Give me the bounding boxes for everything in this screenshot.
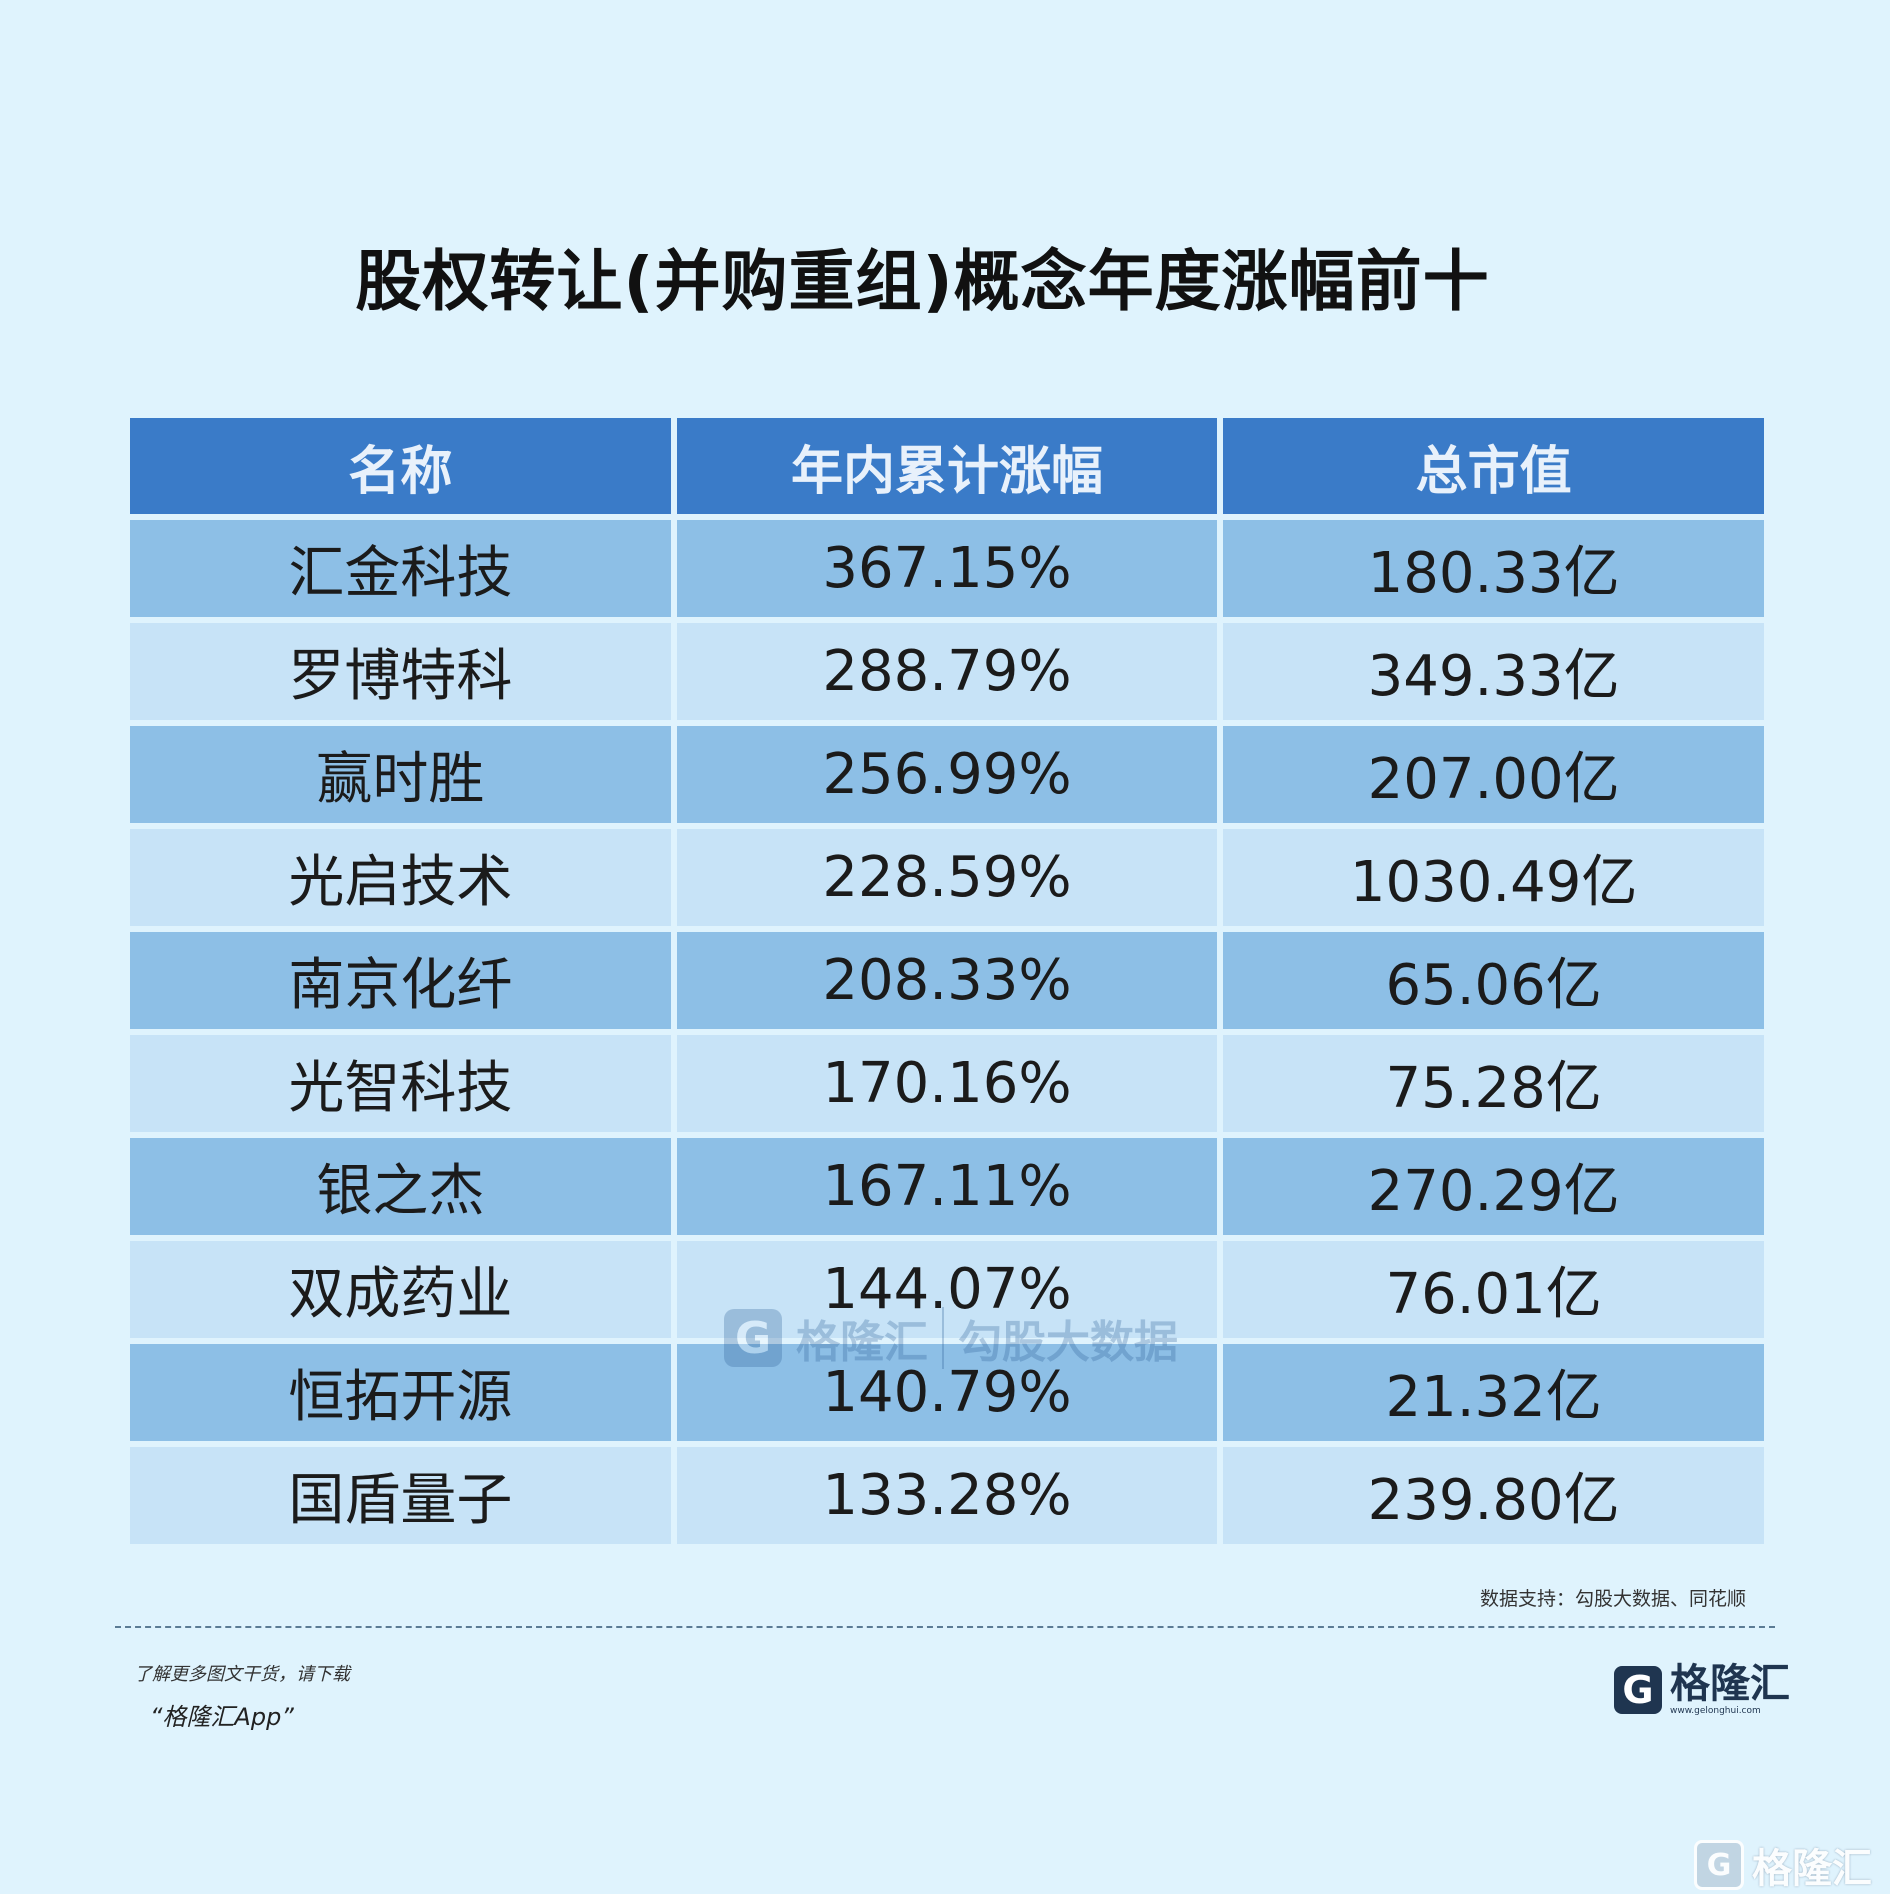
- brand-logo: G 格隆汇 www.gelonghui.com: [1614, 1664, 1790, 1716]
- cell-name: 南京化纤: [130, 932, 671, 1029]
- cell-name: 光启技术: [130, 829, 671, 926]
- cell-market-cap: 270.29亿: [1223, 1138, 1764, 1235]
- cell-market-cap: 75.28亿: [1223, 1035, 1764, 1132]
- footer-divider: [115, 1626, 1775, 1628]
- table-row: 双成药业 144.07% 76.01亿: [130, 1241, 1764, 1338]
- cell-market-cap: 21.32亿: [1223, 1344, 1764, 1441]
- cell-ytd-gain: 256.99%: [676, 726, 1218, 823]
- table-row: 恒拓开源 140.79% 21.32亿: [130, 1344, 1764, 1441]
- table-row: 国盾量子 133.28% 239.80亿: [130, 1447, 1764, 1544]
- cell-ytd-gain: 208.33%: [676, 932, 1218, 1029]
- cell-market-cap: 76.01亿: [1223, 1241, 1764, 1338]
- cell-market-cap: 349.33亿: [1223, 623, 1764, 720]
- watermark-separator: [942, 1307, 944, 1369]
- cell-market-cap: 180.33亿: [1223, 520, 1764, 617]
- watermark-brand: 格隆汇: [796, 1317, 928, 1368]
- cell-market-cap: 65.06亿: [1223, 932, 1764, 1029]
- gelonghui-g-icon: G: [724, 1309, 782, 1367]
- cell-name: 赢时胜: [130, 726, 671, 823]
- table-row: 光启技术 228.59% 1030.49亿: [130, 829, 1764, 926]
- cell-market-cap: 239.80亿: [1223, 1447, 1764, 1544]
- table-row: 光智科技 170.16% 75.28亿: [130, 1035, 1764, 1132]
- cell-name: 罗博特科: [130, 623, 671, 720]
- cell-name: 光智科技: [130, 1035, 671, 1132]
- watermark-partner: 勾股大数据: [958, 1317, 1178, 1368]
- cell-ytd-gain: 133.28%: [676, 1447, 1218, 1544]
- cell-name: 国盾量子: [130, 1447, 671, 1544]
- cell-ytd-gain: 288.79%: [676, 623, 1218, 720]
- table-row: 银之杰 167.11% 270.29亿: [130, 1138, 1764, 1235]
- cell-ytd-gain: 140.79%: [676, 1344, 1218, 1441]
- column-header-ytd-gain: 年内累计涨幅: [676, 418, 1218, 514]
- column-header-name: 名称: [130, 418, 671, 514]
- page-title: 股权转让(并购重组)概念年度涨幅前十: [355, 243, 1490, 320]
- cell-ytd-gain: 144.07%: [676, 1241, 1218, 1338]
- cell-ytd-gain: 367.15%: [676, 520, 1218, 617]
- table-header-row: 名称 年内累计涨幅 总市值: [130, 418, 1764, 514]
- table-row: 赢时胜 256.99% 207.00亿: [130, 726, 1764, 823]
- promo-app-name: “格隆汇App”: [150, 1703, 294, 1731]
- logo-url-text: www.gelonghui.com: [1670, 1706, 1761, 1716]
- cell-market-cap: 207.00亿: [1223, 726, 1764, 823]
- table-row: 罗博特科 288.79% 349.33亿: [130, 623, 1764, 720]
- logo-brand-text: 格隆汇: [1670, 1661, 1790, 1707]
- cell-name: 双成药业: [130, 1241, 671, 1338]
- table-row: 汇金科技 367.15% 180.33亿: [130, 520, 1764, 617]
- cell-ytd-gain: 228.59%: [676, 829, 1218, 926]
- corner-brand-text: 格隆汇: [1752, 1846, 1872, 1892]
- cell-name: 银之杰: [130, 1138, 671, 1235]
- cell-name: 恒拓开源: [130, 1344, 671, 1441]
- data-source-note: 数据支持：勾股大数据、同花顺: [1479, 1588, 1746, 1610]
- table-body: 汇金科技 367.15% 180.33亿 罗博特科 288.79% 349.33亿 赢时胜 2…: [130, 520, 1764, 1544]
- ranking-table: 名称 年内累计涨幅 总市值 汇金科技 367.15% 180.33亿 罗博特科 288.…: [124, 412, 1770, 1550]
- table-row: 南京化纤 208.33% 65.06亿: [130, 932, 1764, 1029]
- cell-ytd-gain: 167.11%: [676, 1138, 1218, 1235]
- gelonghui-g-icon: G: [1614, 1666, 1662, 1714]
- cell-ytd-gain: 170.16%: [676, 1035, 1218, 1132]
- cell-market-cap: 1030.49亿: [1223, 829, 1764, 926]
- watermark: G 格隆汇 勾股大数据: [724, 1306, 1178, 1370]
- gelonghui-g-icon: G: [1694, 1840, 1744, 1890]
- cell-name: 汇金科技: [130, 520, 671, 617]
- column-header-market-cap: 总市值: [1223, 418, 1764, 514]
- promo-text: 了解更多图文干货，请下载: [134, 1664, 350, 1685]
- corner-watermark-logo: G 格隆汇: [1694, 1836, 1872, 1894]
